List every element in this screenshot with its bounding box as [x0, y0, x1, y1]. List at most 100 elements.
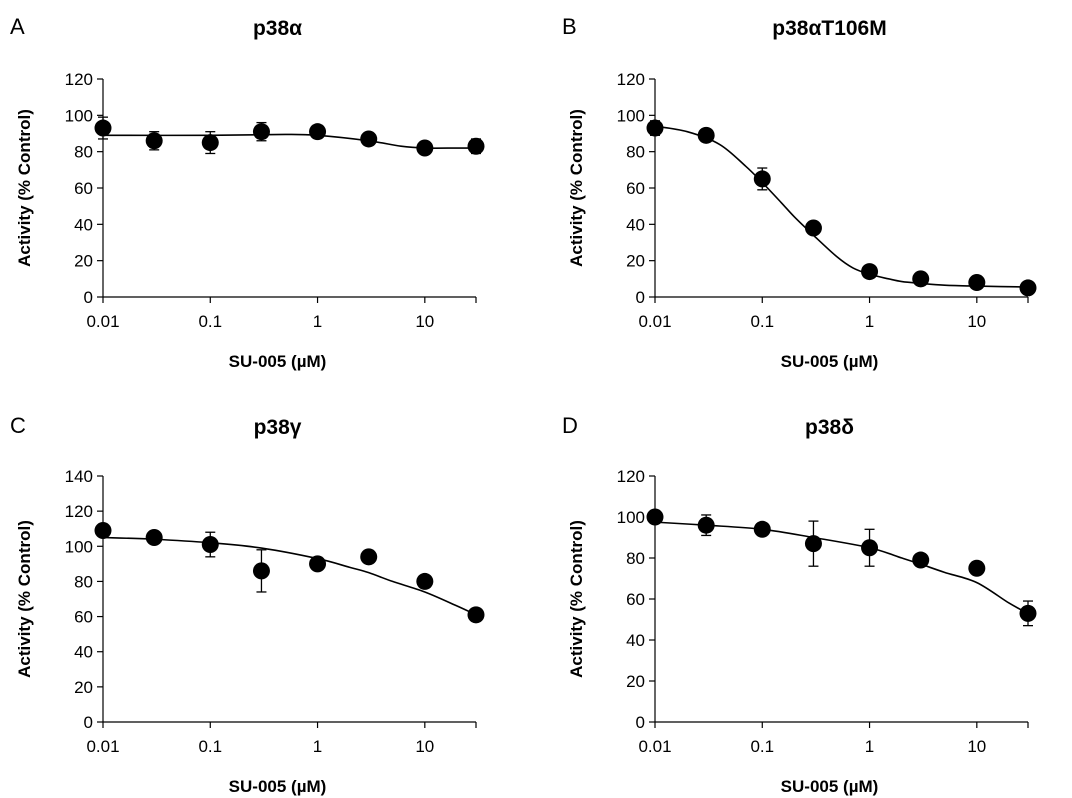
x-axis-label: SU-005 (µM)	[229, 777, 327, 796]
data-point	[697, 126, 715, 144]
x-tick-label: 0.01	[638, 737, 671, 756]
panel-letter: D	[562, 413, 578, 438]
y-tick-label: 120	[65, 70, 93, 89]
fit-curve	[654, 125, 1029, 288]
data-point	[467, 606, 485, 624]
x-tick-label: 0.1	[198, 737, 222, 756]
data-point	[1019, 279, 1037, 297]
data-point	[309, 555, 327, 573]
x-tick-label: 1	[865, 737, 874, 756]
x-axis-label: SU-005 (µM)	[781, 777, 879, 796]
y-tick-label: 20	[626, 252, 645, 271]
y-tick-label: 100	[65, 106, 93, 125]
y-axis-label: Activity (% Control)	[15, 520, 34, 678]
y-tick-label: 100	[617, 106, 645, 125]
data-point	[646, 508, 664, 526]
data-point	[416, 139, 434, 157]
x-tick-label: 0.1	[750, 737, 774, 756]
y-tick-label: 40	[74, 215, 93, 234]
fit-curve	[654, 521, 1029, 615]
y-tick-label: 40	[626, 631, 645, 650]
x-tick-label: 0.01	[86, 312, 119, 331]
y-tick-label: 20	[626, 672, 645, 691]
panel-letter: A	[10, 14, 25, 39]
y-tick-label: 40	[74, 643, 93, 662]
data-point	[753, 520, 771, 538]
y-tick-label: 140	[65, 467, 93, 486]
x-tick-label: 10	[415, 312, 434, 331]
chart-title: p38α	[253, 17, 302, 40]
y-tick-label: 80	[74, 572, 93, 591]
data-point	[804, 219, 822, 237]
data-point	[94, 521, 112, 539]
panel-letter: C	[10, 413, 26, 438]
y-tick-label: 60	[626, 590, 645, 609]
y-tick-label: 80	[626, 549, 645, 568]
x-tick-label: 0.1	[750, 312, 774, 331]
data-point	[804, 535, 822, 553]
data-point	[861, 263, 879, 281]
data-point	[145, 529, 163, 546]
y-tick-label: 120	[617, 467, 645, 486]
y-tick-label: 0	[84, 288, 93, 307]
y-tick-label: 60	[626, 179, 645, 198]
y-tick-label: 60	[74, 179, 93, 198]
data-point	[201, 134, 219, 152]
y-tick-label: 0	[636, 713, 645, 732]
fit-curve	[102, 536, 477, 616]
x-tick-label: 0.01	[638, 312, 671, 331]
chart-title: p38δ	[805, 416, 854, 439]
data-point	[968, 273, 986, 291]
x-tick-label: 1	[313, 737, 322, 756]
chart-title: p38γ	[254, 416, 302, 439]
x-tick-label: 0.01	[86, 737, 119, 756]
y-tick-label: 80	[74, 143, 93, 162]
data-point	[646, 119, 664, 137]
data-point	[753, 170, 771, 188]
data-point	[1019, 604, 1037, 622]
x-axis-label: SU-005 (µM)	[229, 352, 327, 371]
x-tick-label: 1	[313, 312, 322, 331]
y-tick-label: 60	[74, 608, 93, 627]
y-tick-label: 20	[74, 678, 93, 697]
data-point	[360, 548, 378, 566]
y-tick-label: 0	[84, 713, 93, 732]
y-tick-label: 100	[65, 537, 93, 556]
data-point	[252, 562, 270, 580]
x-tick-label: 10	[967, 737, 986, 756]
y-tick-label: 40	[626, 215, 645, 234]
x-tick-label: 1	[865, 312, 874, 331]
y-tick-label: 20	[74, 252, 93, 271]
data-point	[416, 572, 434, 590]
y-tick-label: 80	[626, 143, 645, 162]
y-axis-label: Activity (% Control)	[567, 109, 586, 267]
data-point	[201, 536, 219, 554]
data-point	[912, 551, 930, 569]
data-point	[861, 539, 879, 557]
y-tick-label: 120	[617, 70, 645, 89]
x-axis-label: SU-005 (µM)	[781, 352, 879, 371]
y-tick-label: 100	[617, 508, 645, 527]
chart-title: p38αT106M	[772, 17, 886, 40]
x-tick-label: 10	[415, 737, 434, 756]
data-point	[467, 137, 485, 155]
x-tick-label: 0.1	[198, 312, 222, 331]
data-point	[94, 119, 112, 137]
data-point	[360, 130, 378, 148]
data-point	[697, 516, 715, 534]
data-point	[252, 123, 270, 141]
data-point	[309, 123, 327, 141]
y-axis-label: Activity (% Control)	[15, 109, 34, 267]
data-point	[968, 559, 986, 577]
y-axis-label: Activity (% Control)	[567, 520, 586, 678]
y-tick-label: 120	[65, 502, 93, 521]
